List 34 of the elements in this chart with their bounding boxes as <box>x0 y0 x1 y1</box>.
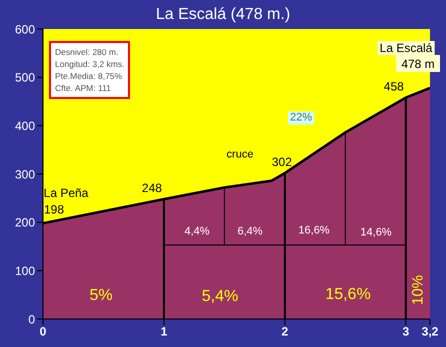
annotation: 6,4% <box>237 226 263 238</box>
annotation: Longitud: 3,2 kms. <box>55 58 124 70</box>
y-tick-label: 500 <box>14 70 36 85</box>
annotation: Desnivel: 280 m. <box>55 46 120 58</box>
annotation: 478 m <box>401 56 435 71</box>
annotation: La Peña <box>44 186 88 200</box>
annotation: 14,6% <box>360 226 392 238</box>
annotation: La Escalá <box>378 41 434 55</box>
annotation: 458 <box>384 80 404 94</box>
chart-title: La Escalá (478 m.) <box>154 6 292 24</box>
y-tick-label: 300 <box>14 167 36 182</box>
annotation: 22% <box>288 112 314 124</box>
y-tick-label: 0 <box>28 312 36 326</box>
annotation: 5,4% <box>202 288 238 305</box>
annotation: 5% <box>89 287 113 304</box>
annotation: 16,6% <box>298 224 330 236</box>
annotation: 248 <box>142 181 162 196</box>
annotation: Pte.Media: 8,75% <box>55 70 124 82</box>
y-tick-label: 200 <box>14 216 36 230</box>
annotation: Cfte. APM: 111 <box>55 82 112 94</box>
annotation: 302 <box>272 155 292 170</box>
x-tick-label: 3 <box>402 324 410 339</box>
x-tick-label: 0 <box>40 324 47 339</box>
annotation: cruce <box>226 148 254 160</box>
x-tick-label: 3,2 <box>422 324 439 339</box>
y-tick-label: 100 <box>14 264 36 278</box>
annotation: 15,6% <box>325 286 371 303</box>
x-tick-label: 2 <box>282 324 289 339</box>
annotation: 4,4% <box>184 226 210 238</box>
annotation: 198 <box>44 202 64 216</box>
y-tick-label: 400 <box>14 118 36 133</box>
annotation: 10% <box>410 274 426 306</box>
x-tick-label: 1 <box>160 324 168 339</box>
y-tick-label: 600 <box>14 22 36 36</box>
